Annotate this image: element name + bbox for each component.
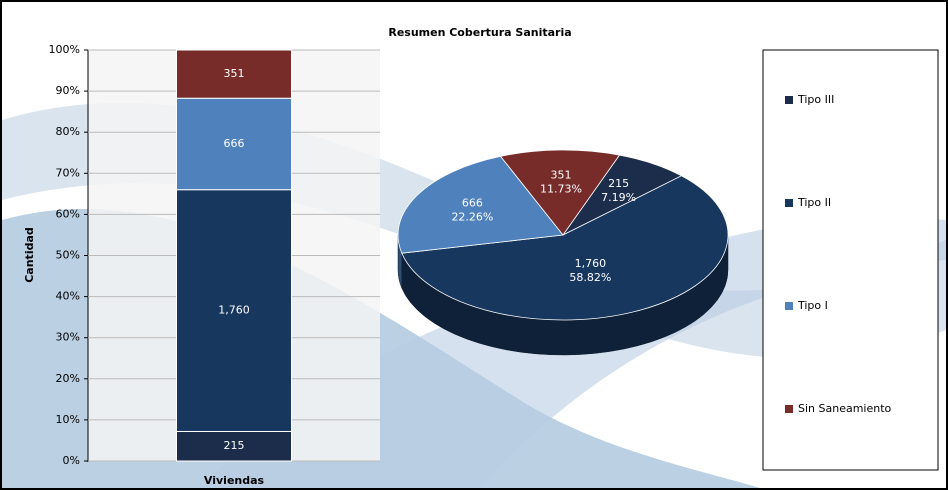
bar-segment	[176, 49, 292, 99]
chart-title: Resumen Cobertura Sanitaria	[388, 26, 571, 39]
pie-slice	[401, 175, 729, 321]
y-tick-label: 50%	[56, 249, 80, 262]
y-tick-label: 20%	[56, 372, 80, 385]
y-axis-title: Cantidad	[23, 227, 36, 283]
legend-swatch	[785, 96, 793, 104]
legend-box	[762, 49, 939, 471]
y-tick-label: 60%	[56, 207, 80, 220]
data-label: 1,760	[575, 257, 607, 270]
y-tick-label: 70%	[56, 166, 80, 179]
legend-swatch	[785, 302, 793, 310]
y-tick-label: 40%	[56, 290, 80, 303]
y-tick-label: 80%	[56, 125, 80, 138]
pie-slice	[397, 155, 564, 254]
legend-swatch	[785, 405, 793, 413]
legend-label: Tipo I	[797, 299, 828, 312]
bar-segment	[176, 430, 292, 462]
y-tick-label: 30%	[56, 331, 80, 344]
percentage-label: 11.73%	[540, 182, 582, 195]
x-tick-label: Viviendas	[204, 474, 265, 487]
legend-swatch	[785, 199, 793, 207]
bar-segment	[176, 97, 292, 191]
y-tick-label: 100%	[49, 43, 80, 56]
pie-slice	[499, 149, 621, 236]
legend-label: Tipo III	[797, 93, 834, 106]
y-tick-label: 90%	[56, 84, 80, 97]
legend-label: Sin Saneamiento	[798, 402, 892, 415]
data-label: 666	[224, 137, 245, 150]
data-label: 1,760	[218, 304, 250, 317]
data-label: 215	[608, 177, 629, 190]
percentage-label: 7.19%	[601, 191, 636, 204]
percentage-label: 58.82%	[569, 271, 611, 284]
percentage-label: 22.26%	[451, 211, 493, 224]
y-tick-label: 0%	[63, 454, 80, 467]
y-tick-label: 10%	[56, 413, 80, 426]
data-label: 215	[224, 439, 245, 452]
data-label: 351	[224, 67, 245, 80]
legend-label: Tipo II	[797, 196, 831, 209]
data-label: 351	[551, 168, 572, 181]
data-label: 666	[462, 197, 483, 210]
